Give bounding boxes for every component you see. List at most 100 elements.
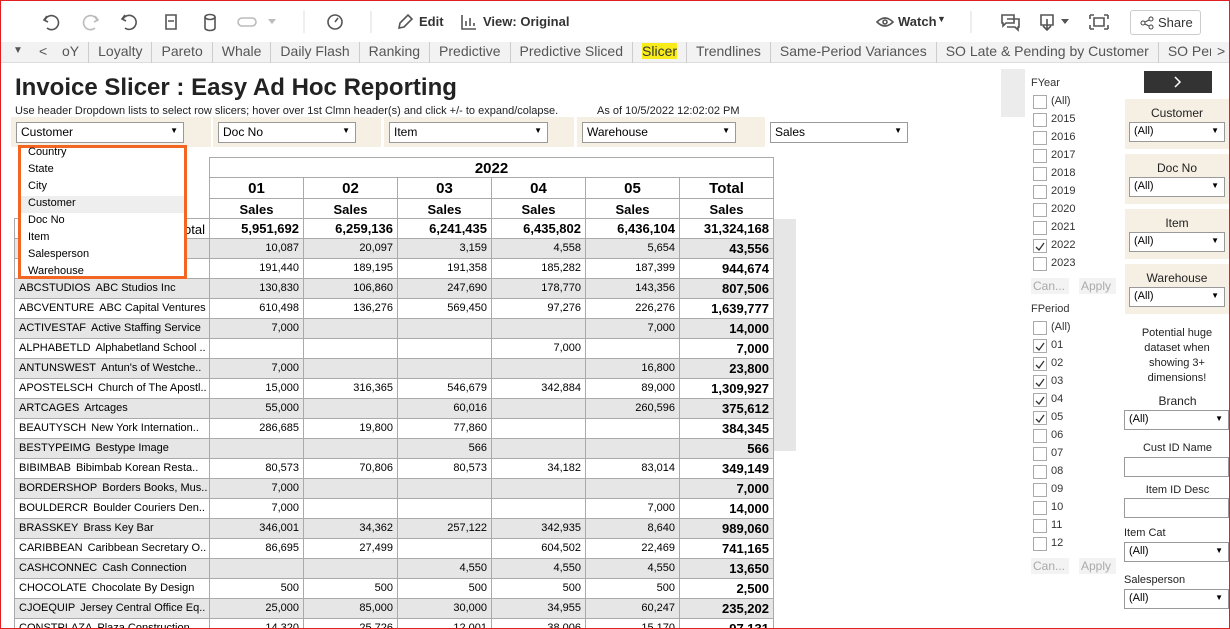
- dropdown-option[interactable]: Country: [28, 146, 67, 158]
- card-label: Item: [1165, 216, 1189, 230]
- tab-label: Slicer: [642, 43, 678, 59]
- cancel-button[interactable]: Can...: [1031, 278, 1069, 294]
- watch-button[interactable]: Watch: [898, 14, 937, 29]
- checkbox[interactable]: [1033, 393, 1047, 407]
- edit-icon[interactable]: [397, 13, 414, 30]
- checkbox[interactable]: [1033, 339, 1047, 353]
- checkbox[interactable]: [1033, 411, 1047, 425]
- checkbox[interactable]: [1033, 203, 1047, 217]
- card-select[interactable]: (All): [1129, 232, 1225, 252]
- tab[interactable]: Ranking: [360, 42, 431, 63]
- value-cell: 6,435,802: [491, 218, 586, 239]
- apply-button[interactable]: Apply: [1079, 558, 1116, 574]
- tab[interactable]: oY: [53, 42, 90, 63]
- value-cell: 316,365: [303, 378, 398, 399]
- dropdown-option[interactable]: Doc No: [28, 214, 65, 226]
- data-icon[interactable]: [204, 13, 216, 21]
- checkbox[interactable]: [1033, 131, 1047, 145]
- value-cell: 27,499: [303, 538, 398, 559]
- tab[interactable]: Loyalty: [89, 42, 153, 63]
- checkbox[interactable]: [1033, 95, 1047, 109]
- slicer-dropdown[interactable]: Sales: [770, 122, 908, 143]
- next-button[interactable]: [1144, 71, 1212, 93]
- watch-icon[interactable]: [875, 17, 895, 27]
- dropdown-option[interactable]: Warehouse: [28, 265, 84, 277]
- tab[interactable]: SO Pending &: [1159, 42, 1211, 63]
- dropdown-option[interactable]: State: [28, 163, 54, 175]
- undo-icon[interactable]: [42, 14, 60, 31]
- tab[interactable]: Whale: [213, 42, 272, 63]
- row-header: ABCSTUDIOS ABC Studios Inc: [14, 278, 210, 299]
- slicer-dropdown[interactable]: Doc No: [218, 122, 356, 143]
- tab[interactable]: Pareto: [152, 42, 213, 63]
- fullscreen-icon[interactable]: [1089, 14, 1109, 30]
- tab[interactable]: Slicer: [633, 42, 688, 63]
- checkbox[interactable]: [1033, 429, 1047, 443]
- refresh-icon[interactable]: [165, 14, 177, 30]
- tab[interactable]: Predictive Sliced: [511, 42, 634, 63]
- dropdown-option[interactable]: City: [28, 180, 47, 192]
- revert-icon[interactable]: [120, 14, 137, 31]
- checkbox[interactable]: [1033, 321, 1047, 335]
- checkbox[interactable]: [1033, 239, 1047, 253]
- tab-next[interactable]: >: [1217, 43, 1226, 59]
- value: 16,800: [641, 362, 675, 374]
- checkbox[interactable]: [1033, 149, 1047, 163]
- checkbox[interactable]: [1033, 221, 1047, 235]
- checkbox[interactable]: [1033, 537, 1047, 551]
- row-header: ALPHABETLD Alphabetland School ..: [14, 338, 210, 359]
- checkbox[interactable]: [1033, 447, 1047, 461]
- slicer-dropdown[interactable]: Warehouse: [582, 122, 736, 143]
- card-select[interactable]: (All): [1129, 287, 1225, 307]
- cancel-button[interactable]: Can...: [1031, 558, 1069, 574]
- share-button[interactable]: Share: [1130, 10, 1201, 35]
- checkbox[interactable]: [1033, 113, 1047, 127]
- dropdown-option[interactable]: Item: [28, 231, 50, 243]
- scrollbar[interactable]: [774, 219, 796, 451]
- tab[interactable]: SO Late & Pending by Customer: [937, 42, 1159, 63]
- value-cell: [585, 478, 680, 499]
- checkbox[interactable]: [1033, 519, 1047, 533]
- metrics-icon[interactable]: [327, 14, 343, 30]
- card-select[interactable]: (All): [1129, 177, 1225, 197]
- checkbox[interactable]: [1033, 483, 1047, 497]
- checkbox[interactable]: [1033, 357, 1047, 371]
- value-cell: 83,014: [585, 458, 680, 479]
- value: 500: [468, 582, 487, 594]
- field-select[interactable]: (All): [1124, 542, 1229, 562]
- field-select[interactable]: (All): [1124, 410, 1229, 430]
- comment-icon[interactable]: [1001, 14, 1020, 32]
- card-select[interactable]: (All): [1129, 122, 1225, 142]
- slicer-dropdown[interactable]: Item: [389, 122, 548, 143]
- dropdown-option[interactable]: Customer: [21, 196, 184, 213]
- checkbox[interactable]: [1033, 375, 1047, 389]
- tab-prev[interactable]: <: [39, 43, 48, 59]
- checkbox[interactable]: [1033, 167, 1047, 181]
- value: 384,345: [722, 421, 769, 436]
- tab[interactable]: Same-Period Variances: [771, 42, 937, 63]
- value-cell: [397, 358, 492, 379]
- download-icon[interactable]: [1040, 14, 1054, 32]
- field-input[interactable]: [1124, 457, 1229, 477]
- apply-button[interactable]: Apply: [1079, 278, 1116, 294]
- tab[interactable]: Trendlines: [687, 42, 771, 63]
- tab-menu[interactable]: ▼: [13, 45, 23, 56]
- tab[interactable]: Predictive: [430, 42, 511, 63]
- checkbox[interactable]: [1033, 465, 1047, 479]
- view-icon[interactable]: [461, 15, 476, 30]
- slicer-dropdown[interactable]: Customer: [16, 122, 184, 143]
- checkbox[interactable]: [1033, 501, 1047, 515]
- checkbox[interactable]: [1033, 185, 1047, 199]
- checkbox[interactable]: [1033, 257, 1047, 271]
- edit-button[interactable]: Edit: [419, 14, 444, 29]
- value-cell: [303, 478, 398, 499]
- field-input[interactable]: [1124, 498, 1229, 518]
- dropdown-option[interactable]: Salesperson: [28, 248, 90, 260]
- value-cell: [491, 438, 586, 459]
- view-button[interactable]: View: Original: [483, 14, 570, 29]
- field-label: Branch: [1158, 394, 1197, 408]
- tab[interactable]: Daily Flash: [271, 42, 360, 63]
- value-cell: 80,573: [209, 458, 304, 479]
- filter-card: Warehouse (All): [1125, 264, 1229, 314]
- field-select[interactable]: (All): [1124, 589, 1229, 609]
